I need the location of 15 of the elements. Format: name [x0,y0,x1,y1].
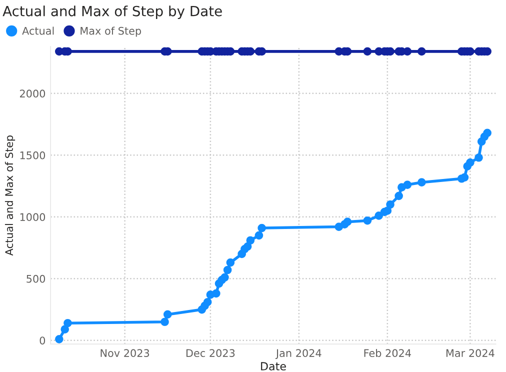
y-tick-label: 500 [26,274,46,283]
legend-label: Actual [22,26,54,35]
y-tick-label: 2000 [20,90,46,98]
chart-title: Actual and Max of Step by Date [2,6,222,20]
x-tick-label: Mar 2024 [446,349,494,358]
x-tick-label: Nov 2023 [100,349,150,358]
x-tick-label: Jan 2024 [275,349,322,359]
y-tick-label: 1000 [20,213,46,222]
y-tick-label: 1500 [20,151,46,160]
x-tick-label: Dec 2023 [186,349,235,358]
x-tick-label: Feb 2024 [364,348,411,358]
y-tick-label: 0 [40,336,46,344]
x-axis-title: Date [261,362,286,370]
legend-label: Max of Step [80,26,142,37]
y-axis-title: Actual and Max of Step [4,135,16,256]
